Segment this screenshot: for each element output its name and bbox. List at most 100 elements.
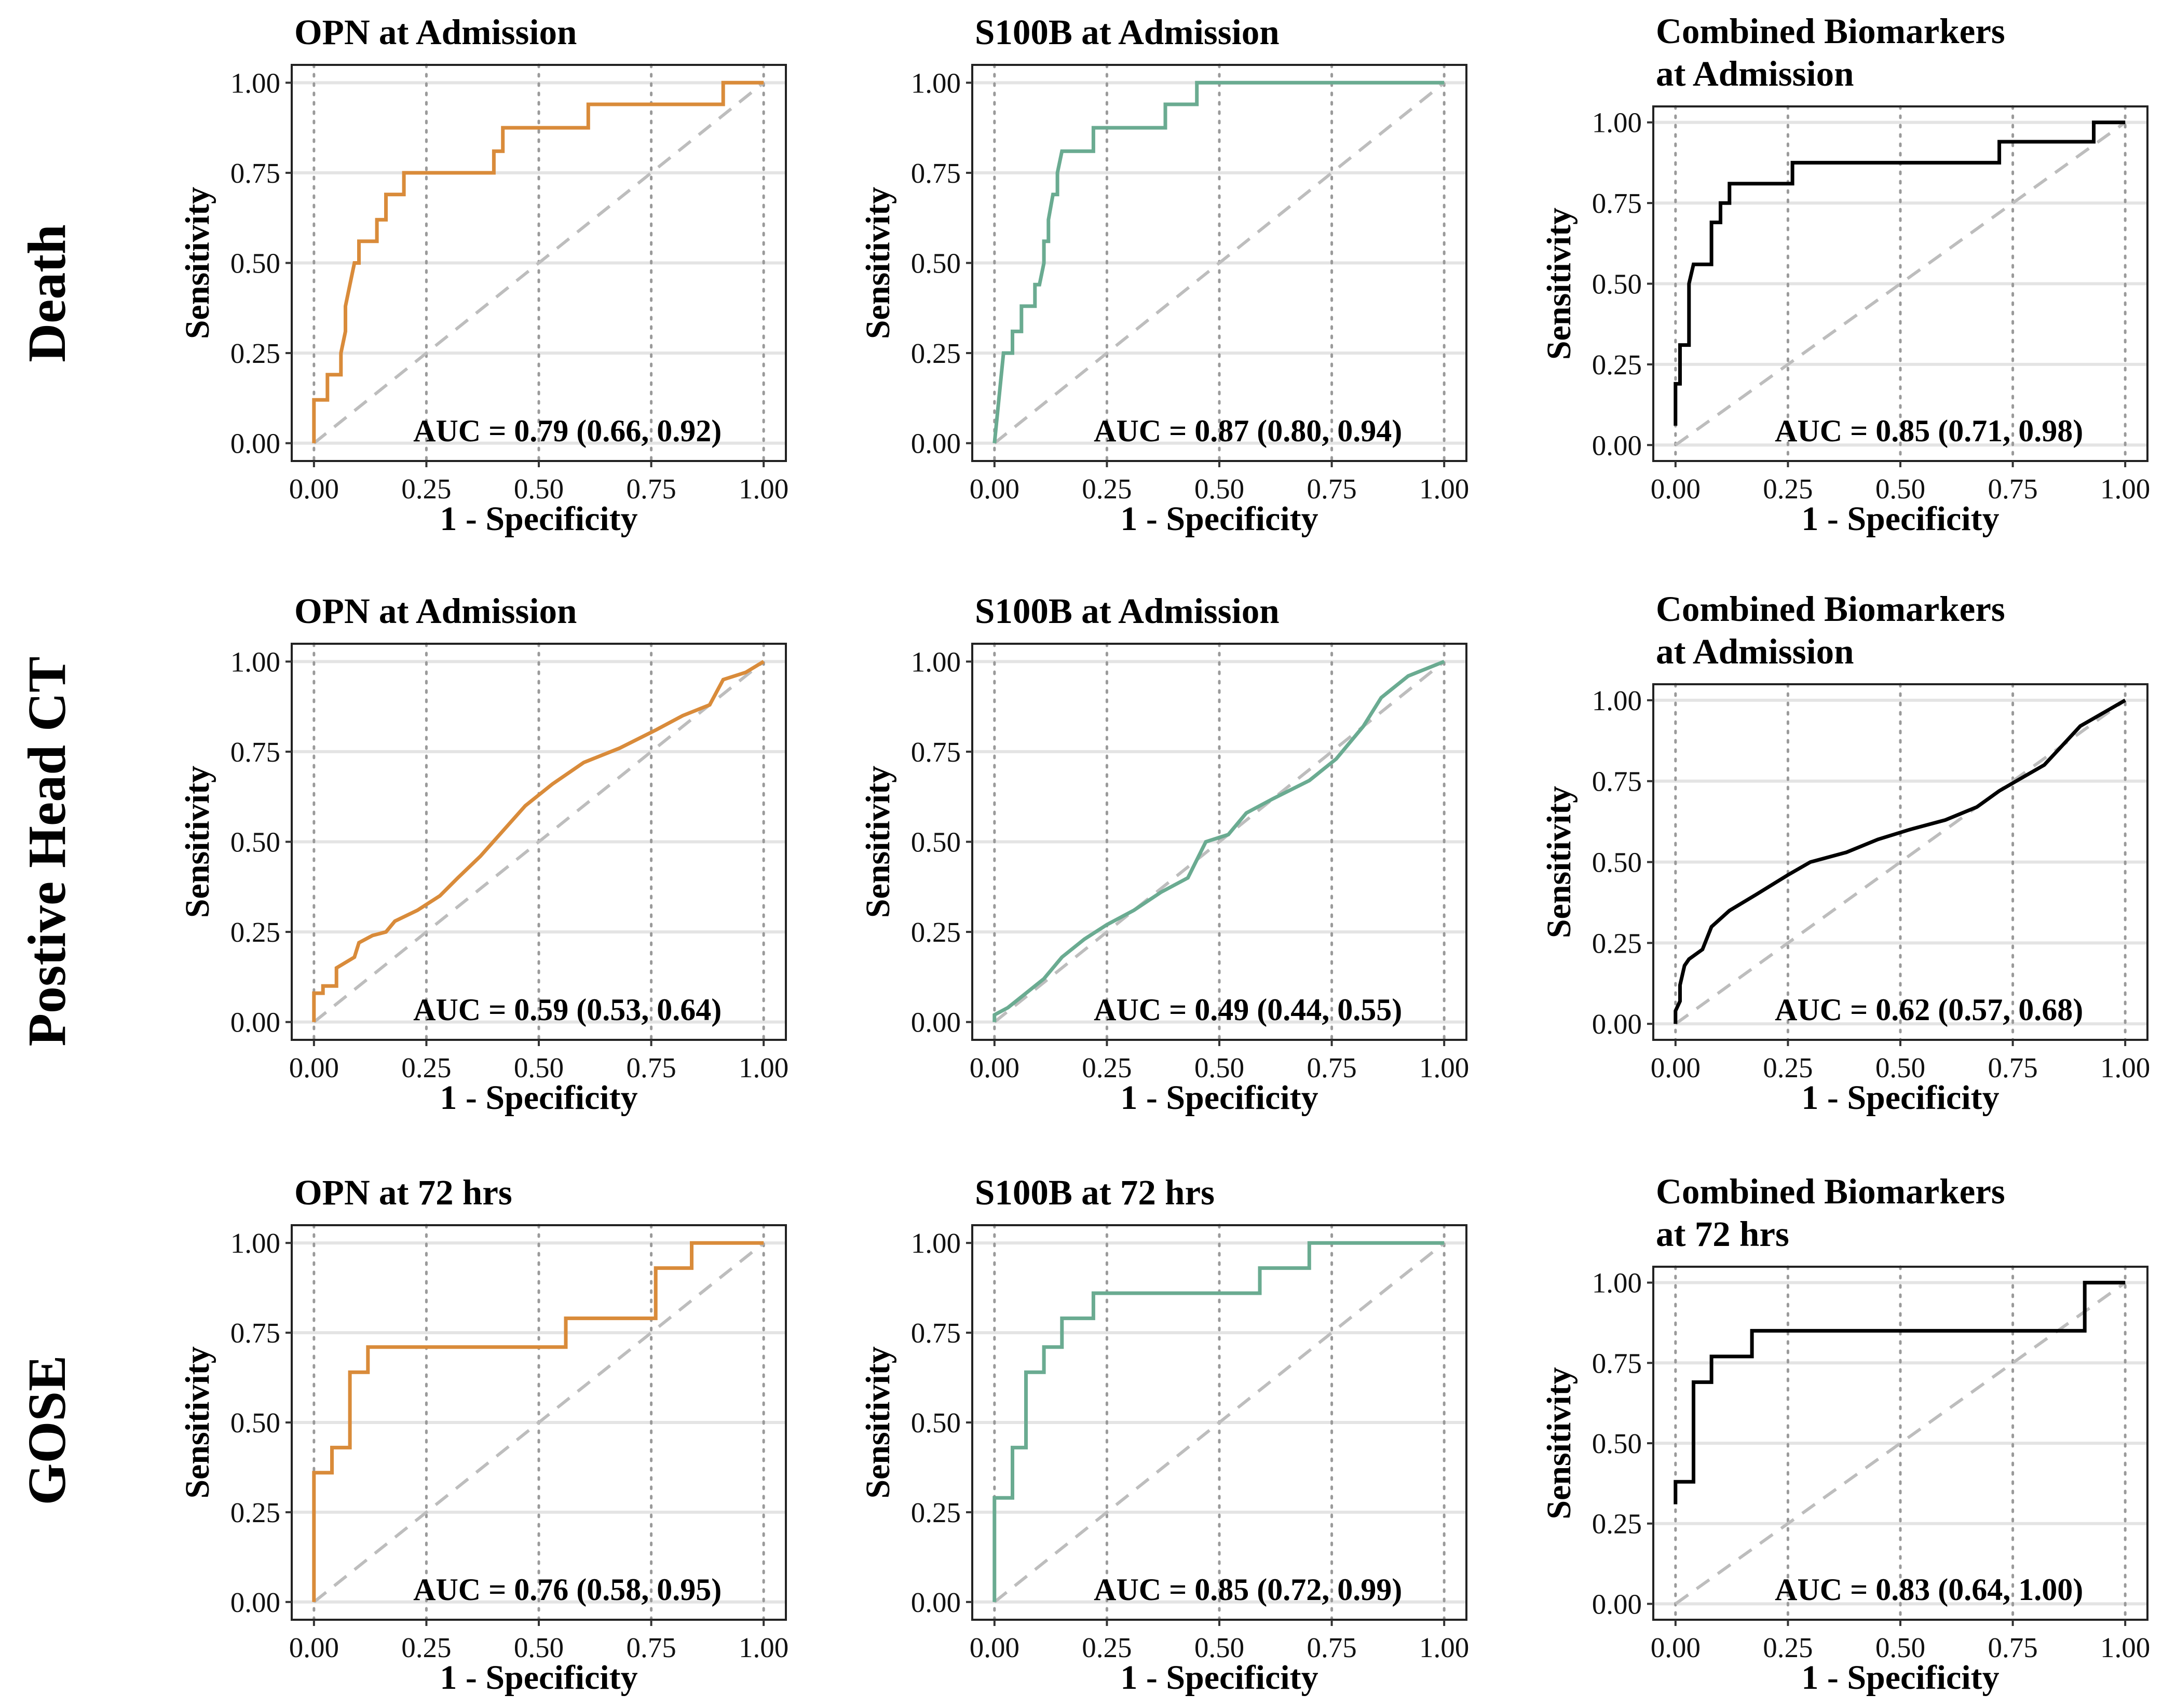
x-tick-label: 1.00 [739, 473, 788, 505]
y-tick-label: 0.50 [911, 248, 961, 279]
x-tick-label: 0.25 [1763, 1052, 1813, 1083]
y-tick-label: 0.50 [911, 1407, 961, 1439]
y-tick-label: 1.00 [1592, 1267, 1642, 1299]
x-tick-label: 0.75 [1307, 473, 1356, 505]
panel-title: Combined Biomarkers [1656, 589, 2005, 629]
y-tick-label: 0.25 [1592, 927, 1642, 959]
roc-curve-combined-ct [1674, 698, 2126, 1024]
y-tick-label: 1.00 [1592, 107, 1642, 139]
panel-s100b-ct: S100B at Admission 0.00 0.00 0.25 0.25 0.50 0.… [859, 591, 1469, 1117]
panel-title: at Admission [1656, 54, 1854, 93]
x-tick-label: 0.00 [970, 1052, 1019, 1083]
x-tick-label: 0.00 [1651, 1052, 1701, 1083]
row-label-death: Death [17, 224, 77, 362]
y-tick-label: 0.50 [230, 248, 280, 279]
roc-curve-opn-ct [312, 660, 765, 1022]
y-tick-label: 1.00 [911, 1227, 961, 1259]
reference-diagonal [1675, 699, 2126, 1025]
reference-diagonal [993, 660, 1446, 1024]
x-tick-label: 0.25 [401, 473, 451, 505]
y-tick-label: 1.00 [230, 646, 280, 677]
y-tick-label: 0.75 [230, 157, 280, 189]
y-tick-label: 0.50 [1592, 1428, 1642, 1459]
y-axis-label: Sensitivity [1540, 786, 1578, 938]
x-axis-label: 1 - Specificity [1120, 1659, 1318, 1697]
y-axis-label: Sensitivity [859, 1346, 897, 1498]
x-tick-label: 1.00 [739, 1052, 788, 1083]
auc-annotation: AUC = 0.49 (0.44, 0.55) [1094, 993, 1402, 1027]
x-tick-label: 0.25 [401, 1632, 451, 1663]
auc-annotation: AUC = 0.76 (0.58, 0.95) [413, 1573, 722, 1607]
x-tick-label: 0.75 [1988, 1052, 2037, 1083]
x-tick-label: 0.75 [1307, 1052, 1356, 1083]
x-axis-label: 1 - Specificity [1120, 1079, 1318, 1117]
x-tick-label: 1.00 [2100, 1632, 2150, 1663]
y-tick-label: 0.75 [911, 736, 961, 768]
roc-curve-s100b-death [992, 80, 1445, 444]
y-tick-label: 0.00 [1592, 429, 1642, 461]
x-axis-label: 1 - Specificity [1801, 1079, 1999, 1117]
y-tick-label: 0.25 [911, 916, 961, 948]
y-tick-label: 0.00 [230, 1007, 280, 1038]
panel-title: OPN at 72 hrs [294, 1173, 512, 1212]
y-tick-label: 0.50 [911, 826, 961, 858]
y-tick-label: 0.75 [1592, 1347, 1642, 1379]
x-axis-label: 1 - Specificity [440, 1079, 637, 1117]
x-tick-label: 0.50 [1194, 1052, 1244, 1083]
y-tick-label: 0.00 [1592, 1588, 1642, 1620]
x-tick-label: 0.25 [1763, 473, 1813, 505]
panel-s100b-gose: S100B at 72 hrs 0.00 0.00 0.25 0.25 0.50 0.50 0… [859, 1173, 1469, 1697]
reference-diagonal [993, 1241, 1446, 1604]
x-tick-label: 0.25 [1082, 1052, 1132, 1083]
panel-title: S100B at Admission [975, 591, 1280, 631]
x-tick-label: 0.00 [289, 1052, 339, 1083]
auc-annotation: AUC = 0.85 (0.72, 0.99) [1094, 1573, 1402, 1607]
y-tick-label: 0.25 [230, 1497, 280, 1528]
y-tick-label: 0.25 [911, 337, 961, 369]
x-tick-label: 0.75 [1988, 1632, 2037, 1663]
y-tick-label: 0.75 [230, 1317, 280, 1349]
x-axis-label: 1 - Specificity [440, 1659, 637, 1697]
panel-opn-death: OPN at Admission 0.00 0.00 0.25 0.25 0.50 0.50… [179, 12, 788, 538]
y-tick-label: 0.75 [911, 1317, 961, 1349]
y-tick-label: 1.00 [230, 67, 280, 99]
y-tick-label: 0.00 [1592, 1008, 1642, 1040]
x-tick-label: 0.25 [1763, 1632, 1813, 1663]
panel-title: Combined Biomarkers [1656, 11, 2005, 51]
x-axis-label: 1 - Specificity [1120, 500, 1318, 538]
y-axis-label: Sensitivity [1540, 208, 1578, 360]
x-tick-label: 0.25 [401, 1052, 451, 1083]
x-tick-label: 0.50 [514, 1052, 564, 1083]
row-label-head-ct: Postive Head CT [17, 656, 77, 1046]
x-tick-label: 0.00 [1651, 1632, 1701, 1663]
reference-diagonal [1675, 1281, 2126, 1605]
x-tick-label: 0.75 [1988, 473, 2037, 505]
y-tick-label: 0.75 [230, 736, 280, 768]
x-tick-label: 0.00 [1651, 473, 1701, 505]
x-tick-label: 0.75 [626, 1052, 676, 1083]
roc-curve-s100b-gose [992, 1241, 1445, 1602]
y-tick-label: 1.00 [1592, 685, 1642, 716]
panel-opn-ct: OPN at Admission 0.00 0.00 0.25 0.25 0.50 0.50… [179, 591, 788, 1117]
y-axis-label: Sensitivity [859, 187, 897, 339]
y-tick-label: 0.50 [230, 1407, 280, 1439]
y-tick-label: 0.25 [230, 916, 280, 948]
y-axis-label: Sensitivity [179, 766, 216, 918]
y-tick-label: 0.50 [1592, 268, 1642, 300]
auc-annotation: AUC = 0.87 (0.80, 0.94) [1094, 414, 1402, 448]
panel-title: S100B at Admission [975, 12, 1280, 52]
y-tick-label: 0.25 [911, 1497, 961, 1528]
auc-annotation: AUC = 0.79 (0.66, 0.92) [413, 414, 722, 448]
y-tick-label: 0.00 [911, 1007, 961, 1038]
x-tick-label: 0.75 [626, 1632, 676, 1663]
reference-diagonal [312, 1241, 765, 1604]
reference-diagonal [312, 81, 765, 445]
row-label-gose: GOSE [17, 1355, 77, 1506]
x-axis-label: 1 - Specificity [1801, 500, 1999, 538]
x-tick-label: 1.00 [1419, 1632, 1469, 1663]
x-tick-label: 1.00 [2100, 473, 2150, 505]
panel-title: OPN at Admission [294, 591, 577, 631]
panel-title: Combined Biomarkers [1656, 1172, 2005, 1211]
y-tick-label: 1.00 [911, 67, 961, 99]
